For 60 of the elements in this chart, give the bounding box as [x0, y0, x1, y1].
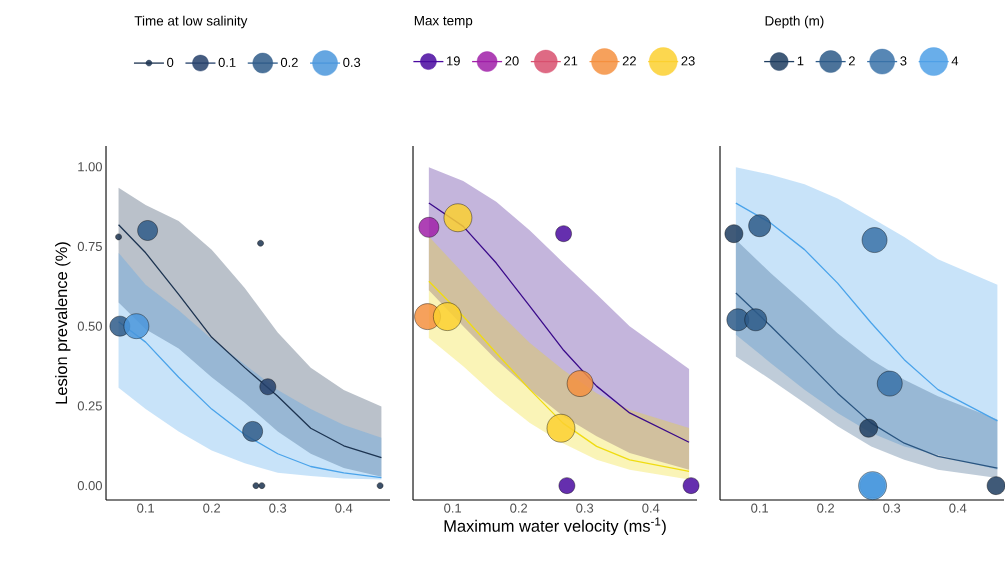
point	[566, 370, 594, 397]
y-tick-label: 0.25	[77, 401, 102, 411]
point	[433, 302, 462, 331]
point	[558, 477, 576, 494]
legend-label: 0	[167, 57, 174, 67]
x-tick-label: 0.1	[444, 503, 462, 513]
point	[123, 313, 150, 339]
point	[242, 421, 263, 442]
point	[443, 203, 473, 232]
legend-title: Depth (m)	[765, 15, 824, 29]
legend-label: 21	[564, 56, 578, 66]
point	[252, 482, 260, 489]
point	[258, 482, 266, 489]
point	[376, 482, 384, 489]
point	[744, 308, 767, 331]
x-tick-label: 0.1	[137, 503, 155, 513]
legend-label: 3	[900, 56, 907, 66]
point	[546, 414, 576, 443]
legend-label: 23	[681, 56, 695, 66]
y-tick-label: 0.75	[77, 241, 102, 252]
point	[682, 477, 700, 494]
x-tick-label: 0.2	[203, 503, 221, 513]
x-tick-label: 0.3	[269, 503, 287, 513]
point	[259, 378, 277, 395]
legend-label: 4	[951, 56, 959, 66]
legend-label: 19	[447, 56, 460, 66]
y-tick-label: 0.50	[77, 321, 102, 331]
x-tick-label: 0.1	[751, 503, 769, 513]
point	[748, 214, 771, 237]
x-tick-label: 0.2	[510, 503, 528, 513]
point	[861, 227, 888, 253]
legend-title: Time at low salinity	[134, 15, 248, 29]
legend-label: 2	[848, 56, 855, 66]
x-tick-label: 0.3	[576, 503, 594, 513]
x-tick-label: 0.4	[642, 503, 660, 513]
legend-label: 1	[797, 56, 804, 66]
x-tick-label: 0.2	[817, 503, 835, 513]
legend-label: 22	[622, 56, 636, 66]
point	[137, 220, 158, 241]
x-tick-label: 0.4	[335, 503, 353, 513]
x-tick-label: 0.4	[949, 503, 967, 513]
point	[724, 224, 744, 243]
point	[418, 217, 440, 238]
y-axis-title: Lesion prevalence (%)	[55, 242, 71, 404]
legend-label: 0.3	[343, 57, 361, 67]
x-tick-label: 0.3	[883, 503, 901, 513]
point	[257, 240, 264, 247]
point	[115, 233, 122, 241]
line-series	[117, 224, 383, 459]
legend-label: 20	[505, 56, 519, 66]
legend-title: Max temp	[414, 15, 473, 29]
point	[555, 225, 572, 242]
point	[726, 308, 750, 331]
point	[859, 419, 878, 438]
y-tick-label: 1.00	[78, 162, 102, 172]
x-axis-title: Maximum water velocity (ms$^{-1}$)	[444, 517, 666, 536]
legend-label: 0.2	[280, 57, 298, 67]
legend-label: 0.1	[218, 57, 236, 67]
point	[877, 370, 903, 397]
y-tick-label: 0.00	[77, 481, 102, 491]
